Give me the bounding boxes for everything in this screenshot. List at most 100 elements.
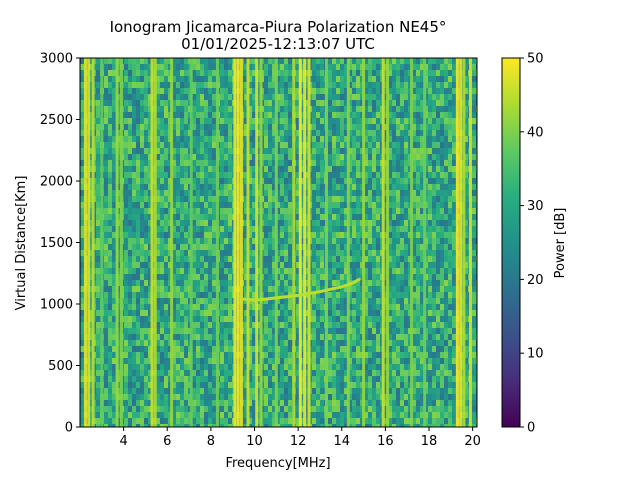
heatmap-cell (80, 106, 84, 112)
heatmap-cell (368, 244, 372, 250)
heatmap-cell (248, 322, 252, 328)
heatmap-cell (368, 370, 372, 376)
heatmap-cell (384, 394, 388, 400)
heatmap-cell (140, 376, 144, 382)
heatmap-cell (228, 184, 232, 190)
heatmap-cell (136, 58, 140, 64)
heatmap-cell (248, 250, 252, 256)
heatmap-cell (196, 172, 200, 178)
heatmap-cell (200, 268, 204, 274)
heatmap-cell (176, 298, 180, 304)
heatmap-cell (244, 352, 248, 358)
heatmap-cell (144, 70, 148, 76)
heatmap-cell (156, 178, 160, 184)
heatmap-cell (288, 352, 292, 358)
heatmap-cell (144, 364, 148, 370)
heatmap-cell (372, 208, 376, 214)
heatmap-cell (96, 334, 100, 340)
heatmap-cell (276, 274, 280, 280)
heatmap-cell (96, 226, 100, 232)
heatmap-cell (392, 130, 396, 136)
heatmap-cell (164, 142, 168, 148)
heatmap-cell (212, 358, 216, 364)
heatmap-cell (172, 340, 176, 346)
heatmap-cell (244, 232, 248, 238)
heatmap-cell (316, 160, 320, 166)
heatmap-cell (144, 310, 148, 316)
heatmap-cell (388, 364, 392, 370)
heatmap-cell (372, 394, 376, 400)
heatmap-cell (112, 244, 116, 250)
heatmap-cell (168, 208, 172, 214)
heatmap-cell (212, 406, 216, 412)
heatmap-cell (180, 82, 184, 88)
heatmap-cell (364, 322, 368, 328)
heatmap-cell (320, 214, 324, 220)
heatmap-cell (104, 274, 108, 280)
heatmap-cell (284, 334, 288, 340)
heatmap-cell (364, 70, 368, 76)
heatmap-cell (204, 148, 208, 154)
heatmap-cell (348, 322, 352, 328)
heatmap-cell (364, 112, 368, 118)
heatmap-cell (320, 166, 324, 172)
heatmap-cell (112, 358, 116, 364)
heatmap-cell (204, 316, 208, 322)
heatmap-cell (384, 388, 388, 394)
heatmap-cell (376, 112, 380, 118)
heatmap-cell (192, 256, 196, 262)
heatmap-cell (180, 70, 184, 76)
heatmap-cell (348, 358, 352, 364)
heatmap-cell (300, 400, 304, 406)
heatmap-cell (248, 226, 252, 232)
heatmap-cell (340, 406, 344, 412)
heatmap-cell (364, 238, 368, 244)
heatmap-cell (400, 82, 404, 88)
heatmap-cell (344, 394, 348, 400)
heatmap-cell (288, 412, 292, 418)
heatmap-cell (180, 286, 184, 292)
heatmap-cell (192, 130, 196, 136)
heatmap-cell (96, 322, 100, 328)
heatmap-cell (104, 202, 108, 208)
heatmap-cell (280, 124, 284, 130)
heatmap-cell (280, 346, 284, 352)
heatmap-cell (344, 346, 348, 352)
heatmap-cell (204, 94, 208, 100)
heatmap-cell (104, 184, 108, 190)
heatmap-cell (112, 352, 116, 358)
heatmap-cell (144, 298, 148, 304)
heatmap-cell (124, 370, 128, 376)
heatmap-cell (204, 118, 208, 124)
heatmap-cell (148, 154, 152, 160)
heatmap-cell (244, 208, 248, 214)
heatmap-cell (200, 382, 204, 388)
heatmap-cell (140, 100, 144, 106)
heatmap-cell (176, 76, 180, 82)
heatmap-cell (168, 202, 172, 208)
heatmap-cell (328, 406, 332, 412)
heatmap-cell (204, 334, 208, 340)
heatmap-cell (368, 328, 372, 334)
heatmap-cell (252, 406, 256, 412)
heatmap-cell (212, 196, 216, 202)
heatmap-cell (396, 250, 400, 256)
heatmap-cell (284, 244, 288, 250)
heatmap-cell (204, 220, 208, 226)
heatmap-cell (244, 148, 248, 154)
heatmap-cell (104, 256, 108, 262)
heatmap-cell (344, 274, 348, 280)
heatmap-cell (376, 412, 380, 418)
heatmap-cell (288, 274, 292, 280)
heatmap-cell (400, 130, 404, 136)
heatmap-cell (384, 238, 388, 244)
heatmap-cell (356, 214, 360, 220)
heatmap-cell (228, 286, 232, 292)
heatmap-cell (392, 112, 396, 118)
heatmap-cell (320, 364, 324, 370)
heatmap-cell (332, 364, 336, 370)
heatmap-cell (368, 130, 372, 136)
heatmap-cell (104, 112, 108, 118)
heatmap-cell (344, 340, 348, 346)
heatmap-cell (296, 250, 300, 256)
